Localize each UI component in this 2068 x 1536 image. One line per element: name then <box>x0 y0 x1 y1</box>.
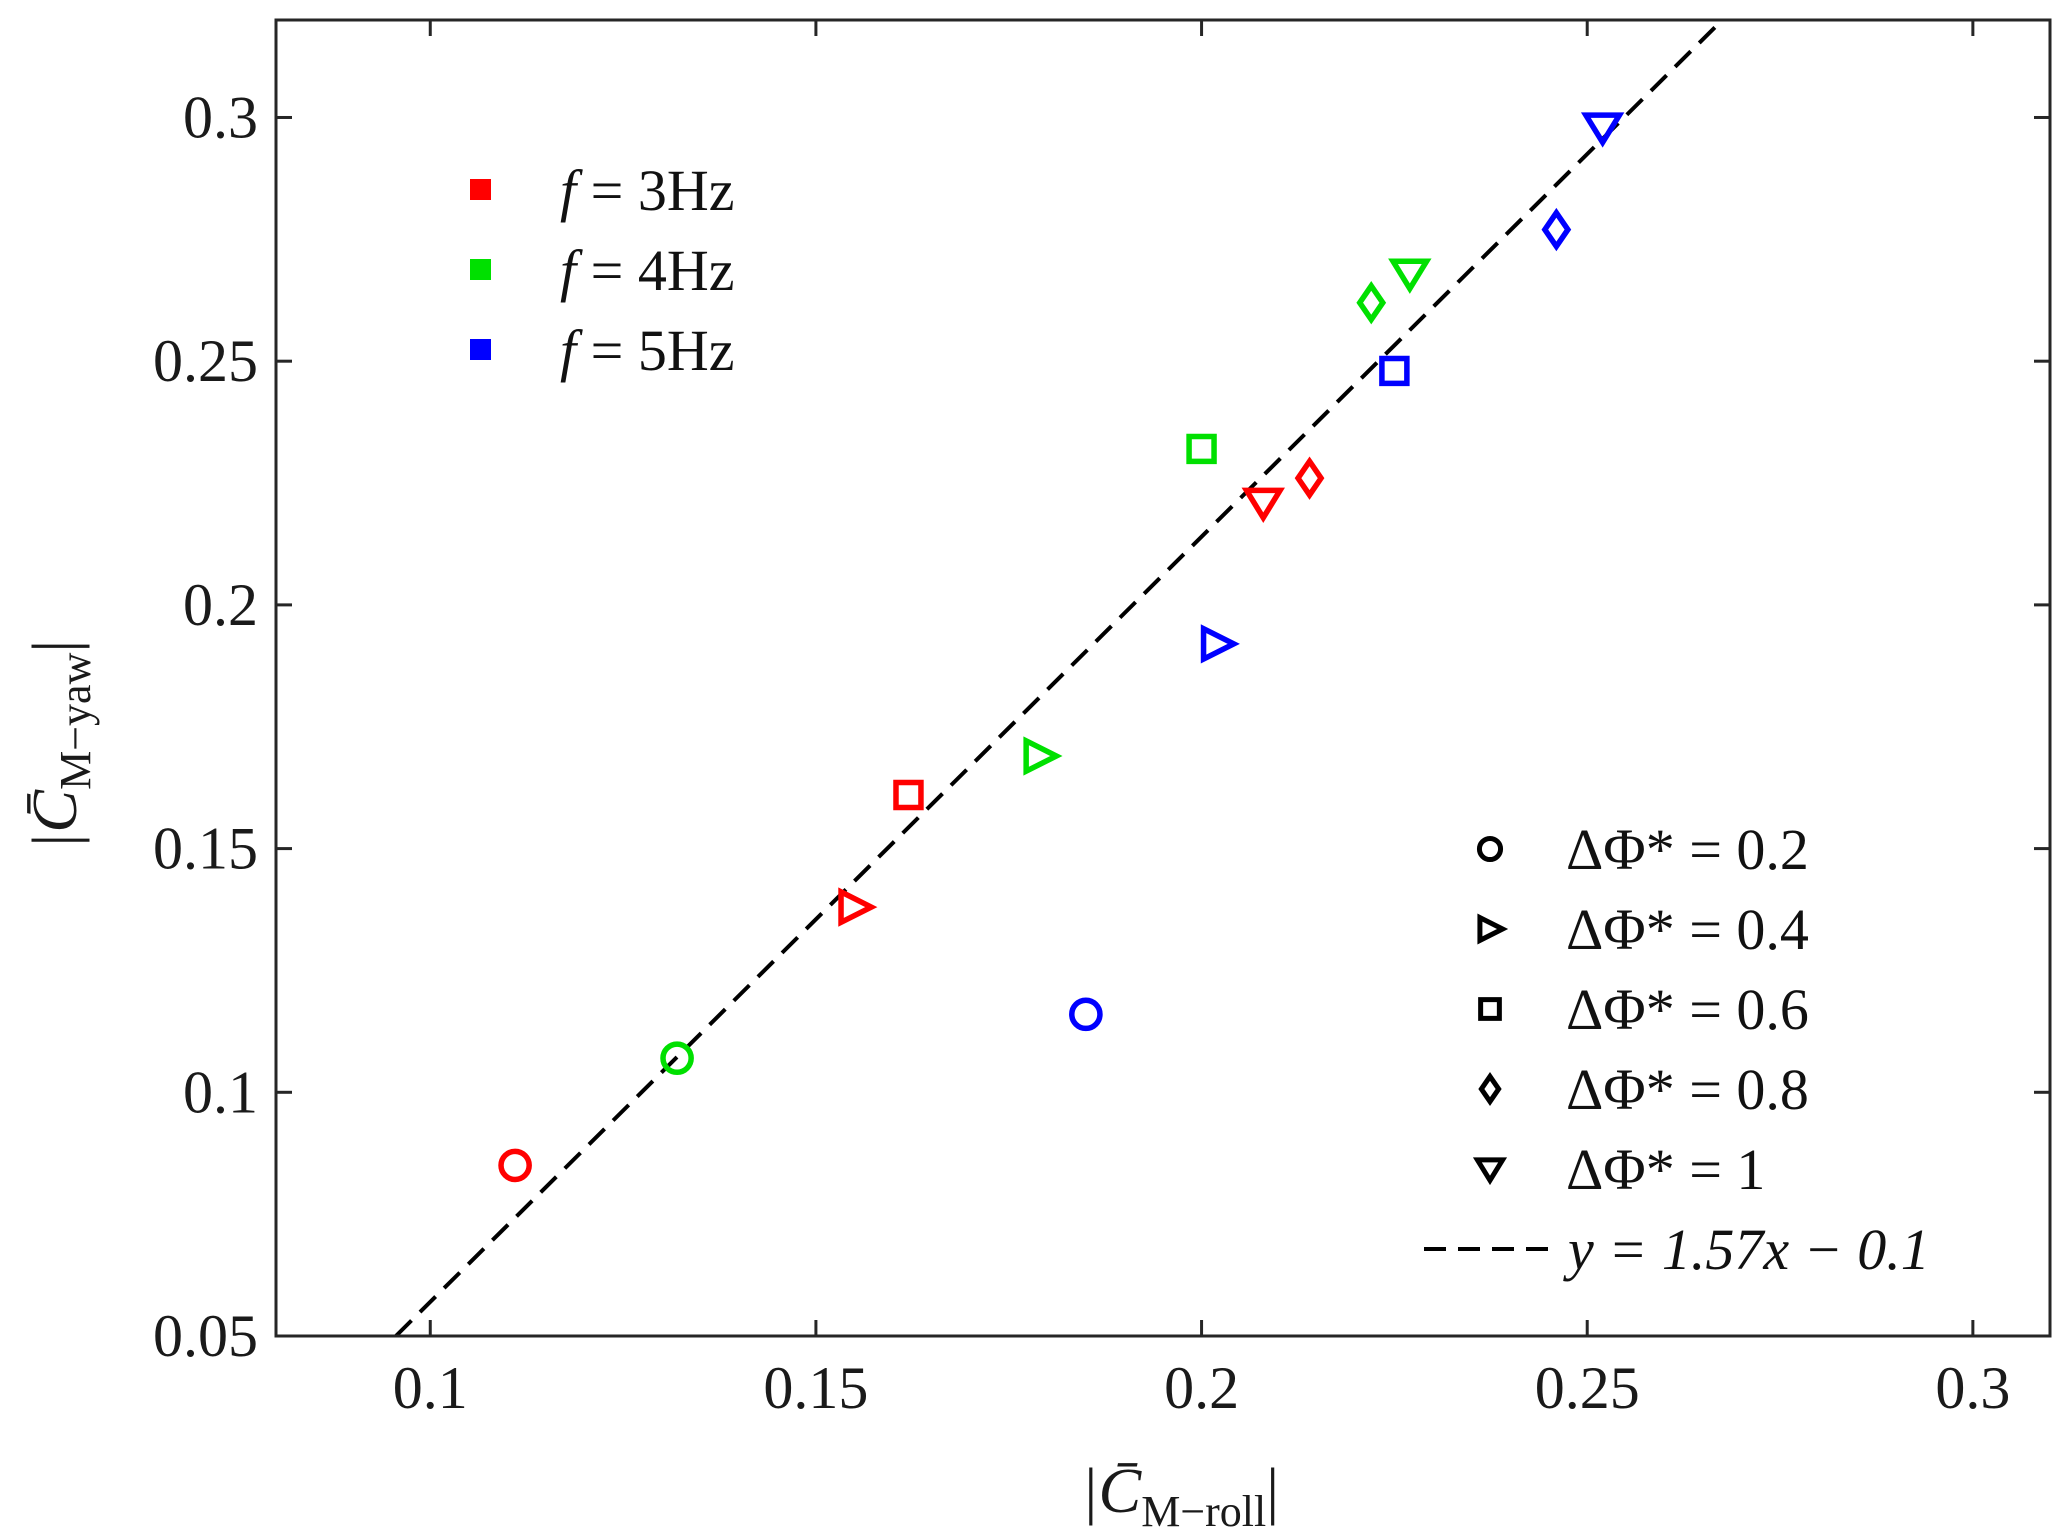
legend-marker-label-6: y = 1.57x − 0.1 <box>1563 1217 1930 1282</box>
x-axis-label-sub: M−roll <box>1141 1487 1266 1536</box>
legend-frequency-label-1: f = 3Hz <box>560 158 734 223</box>
y-axis-label: |C̄M−yaw| <box>19 640 100 850</box>
series-3 <box>1069 112 1625 1032</box>
axes-frame <box>274 18 2052 1338</box>
y-tick-label: 0.15 <box>153 816 258 882</box>
x-axis-label-end: | <box>1266 1455 1279 1526</box>
y-axis-label-main: |C̄ <box>19 789 90 851</box>
y-tick-label: 0.3 <box>183 84 258 150</box>
legend-frequency-label-3: f = 5Hz <box>560 318 734 383</box>
data-point-3-3 <box>1379 355 1410 387</box>
legend-marker-diamond <box>1478 1071 1502 1107</box>
frequency-legend: f = 3Hz f = 4Hz f = 5Hz <box>470 158 734 383</box>
legend-marker-label-4: ΔΦ* = 0.8 <box>1566 1057 1809 1122</box>
data-point-1-5 <box>1241 487 1285 523</box>
data-point-2-5 <box>1388 258 1432 294</box>
legend-marker-label-5: ΔΦ* = 1 <box>1566 1137 1765 1202</box>
x-axis-label: |C̄M−roll| <box>1081 1455 1279 1536</box>
x-axis-label-main: |C̄ <box>1081 1455 1143 1526</box>
data-point-2-1 <box>660 1041 694 1076</box>
data-point-1-4 <box>1294 456 1325 500</box>
legend-marker-label-1: ΔΦ* = 0.2 <box>1566 817 1809 882</box>
y-tick-label: 0.05 <box>153 1303 258 1369</box>
data-point-1-2 <box>838 887 878 927</box>
data-point-3-1 <box>1069 997 1103 1032</box>
data-point-3-2 <box>1200 624 1240 664</box>
fit-line <box>394 20 1724 1336</box>
legend-marker-triangle-down <box>1472 1157 1508 1186</box>
legend-marker-label-2: ΔΦ* = 0.4 <box>1566 897 1809 962</box>
legend-marker-square <box>1478 997 1502 1021</box>
data-point-2-2 <box>1023 736 1063 776</box>
legend-marker-label-3: ΔΦ* = 0.6 <box>1566 977 1809 1042</box>
legend-swatch-3 <box>470 339 491 360</box>
x-tick-label: 0.15 <box>763 1355 868 1421</box>
legend-swatch-2 <box>470 259 491 280</box>
data-point-3-5 <box>1580 112 1625 148</box>
series-1 <box>498 456 1325 1183</box>
plot-area <box>394 20 1724 1336</box>
data-point-3-4 <box>1541 207 1572 252</box>
axes: 0.1 0.15 0.2 0.25 0.3 0.05 0.1 0.15 0.2 0.25 0.3 <box>153 18 2052 1421</box>
marker-legend: ΔΦ* = 0.2 ΔΦ* = 0.4 ΔΦ* = 0.6 ΔΦ* = 0.8 ΔΦ* … <box>1424 817 1930 1282</box>
y-tick-label: 0.1 <box>183 1059 258 1125</box>
series-2 <box>660 258 1432 1076</box>
y-axis-label-sub: M−yaw <box>51 652 100 789</box>
legend-marker-triangle-right <box>1477 913 1509 945</box>
x-tick-label: 0.2 <box>1164 1355 1239 1421</box>
x-tick-label: 0.3 <box>1935 1355 2010 1421</box>
data-point-1-1 <box>498 1148 532 1183</box>
legend-marker-circle <box>1476 835 1504 863</box>
data-point-2-3 <box>1186 433 1217 465</box>
y-tick-label: 0.25 <box>153 328 258 394</box>
legend-frequency-label-2: f = 4Hz <box>560 238 734 303</box>
y-tick-label: 0.2 <box>183 572 258 638</box>
data-point-2-4 <box>1356 281 1387 325</box>
x-tick-label: 0.1 <box>393 1355 468 1421</box>
y-axis-label-end: | <box>19 640 90 653</box>
data-point-1-3 <box>893 779 924 811</box>
x-tick-label: 0.25 <box>1535 1355 1640 1421</box>
legend-swatch-1 <box>470 179 491 200</box>
